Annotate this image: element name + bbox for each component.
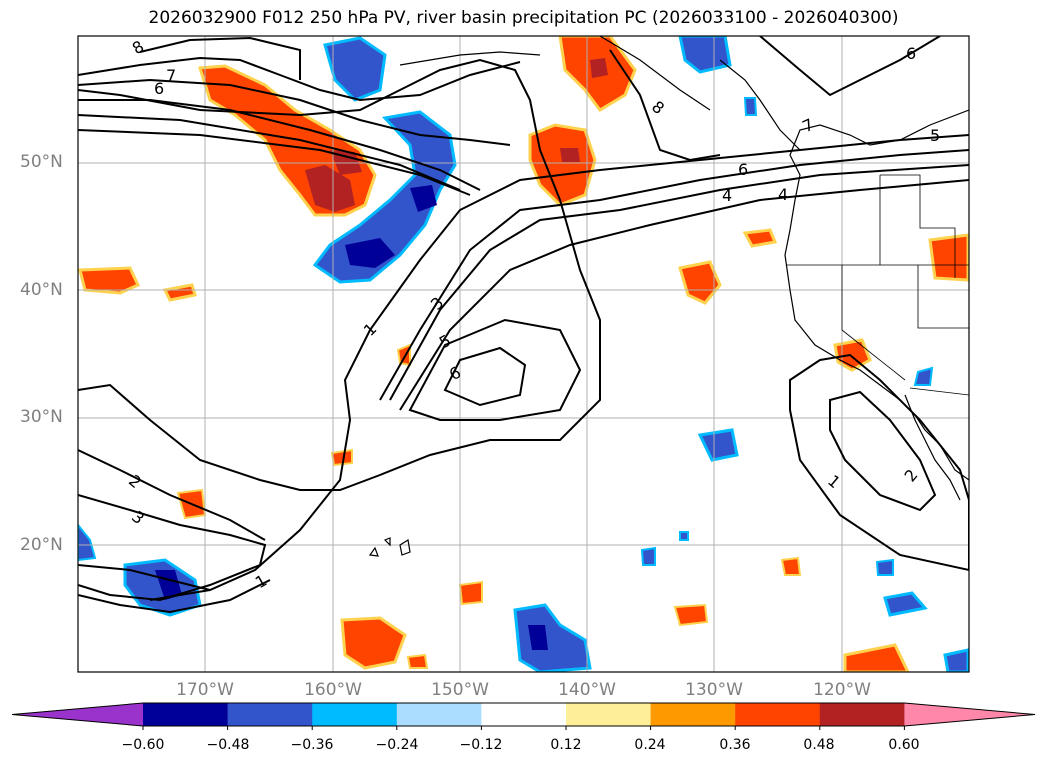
map-frame — [77, 35, 970, 673]
colorbar-tick-label: 0.60 — [888, 737, 920, 753]
precip-neg-blob-w-edge — [78, 523, 97, 562]
pv-contour-se-2 — [829, 390, 937, 512]
colorbar-tick-label: 0.48 — [803, 737, 835, 753]
pv-contours — [78, 36, 969, 614]
pv-contour-3 — [389, 164, 969, 401]
pv-contour-sw-lower — [78, 579, 271, 614]
colorbar-tick-label: −0.60 — [121, 737, 165, 753]
longitude-label: 150°W — [431, 680, 489, 700]
pv-contour-sw-2 — [78, 449, 266, 541]
pv-contour-5 — [408, 318, 582, 421]
colorbar — [11, 702, 1036, 730]
pv-label: 7 — [166, 66, 177, 85]
pv-contour-6 — [443, 346, 527, 407]
colorbar-tick-label: 0.12 — [550, 737, 582, 753]
precip-blob-socal — [833, 338, 872, 372]
precip-negative-shading — [78, 36, 969, 672]
precip-neg-core-central-2 — [410, 185, 437, 212]
pv-label: 4 — [722, 186, 733, 205]
colorbar-extend-high — [904, 703, 1035, 726]
precip-neg-blob-tiny-3 — [913, 366, 934, 386]
colorbar-tick-label: −0.36 — [290, 737, 334, 753]
precip-blob-oregon — [742, 228, 778, 248]
precip-neg-core-central — [345, 238, 395, 268]
pv-contour-sw-3 — [78, 494, 267, 602]
colorbar-tick-label: −0.12 — [459, 737, 503, 753]
precip-blob-w-pac — [78, 266, 141, 295]
longitude-label: 140°W — [558, 680, 616, 700]
precip-neg-blob-se-2 — [943, 648, 969, 672]
pv-contour-nw-1 — [78, 56, 521, 102]
colorbar-tick-label: 0.24 — [634, 737, 666, 753]
latitude-label: 40°N — [20, 280, 63, 300]
colorbar-tick-label: 0.36 — [719, 737, 751, 753]
pv-contour-n8 — [139, 36, 301, 80]
precip-blob-tiny-6 — [406, 653, 429, 669]
precip-neg-blob-central — [312, 110, 457, 284]
precip-blob-small-1 — [162, 283, 197, 302]
colorbar-segment — [566, 703, 652, 726]
pv-label: 6 — [738, 160, 749, 179]
pv-label: 4 — [778, 185, 789, 204]
colorbar-segment — [143, 703, 229, 726]
precip-positive-shading — [78, 36, 969, 672]
map-title: 2026032900 F012 250 hPa PV, river basin … — [148, 8, 899, 28]
pv-contour-nw-2 — [78, 78, 511, 146]
colorbar-tick-label: −0.24 — [375, 737, 419, 753]
precip-blob-nevada — [928, 233, 969, 282]
pv-contour-2 — [379, 149, 969, 401]
precip-blob-tiny-7 — [780, 556, 802, 576]
latitude-label: 50°N — [20, 152, 63, 172]
precip-core-gulf — [560, 148, 580, 162]
precip-neg-blob-nbc — [678, 36, 732, 74]
longitude-label: 170°W — [176, 680, 234, 700]
longitude-label: 120°W — [813, 680, 871, 700]
colorbar-segment — [481, 703, 567, 726]
precip-neg-blob-tiny-1 — [640, 546, 656, 566]
precip-neg-blob-mid-e — [697, 428, 739, 462]
pv-label: 6 — [154, 79, 165, 98]
precip-blob-tiny-4 — [458, 580, 483, 606]
colorbar-segment — [227, 703, 313, 726]
latitude-label: 30°N — [20, 407, 63, 427]
precip-blob-tiny-5 — [673, 603, 709, 627]
pv-contour-ne-8 — [609, 49, 721, 162]
colorbar-segment — [819, 703, 905, 726]
precip-core-bc — [590, 58, 608, 78]
precip-blob-gulf-alaska — [528, 123, 597, 207]
precip-neg-blob-s-central — [513, 603, 592, 672]
pv-contour-1-main — [149, 134, 969, 601]
precip-core-aleutian — [305, 165, 355, 212]
precip-neg-blob-north — [323, 36, 387, 102]
precip-blob-hawaii-s — [340, 616, 407, 670]
pv-contour-nw-3 — [78, 99, 481, 191]
pv-contour-se-1 — [789, 353, 969, 572]
precip-neg-blob-tiny-5 — [679, 531, 689, 541]
precip-neg-blob-tiny-4 — [743, 97, 758, 116]
colorbar-extend-low — [12, 703, 143, 726]
precip-blob-tiny-1 — [396, 343, 411, 367]
pv-contour-4 — [399, 179, 969, 411]
precip-neg-blob-se-1 — [883, 591, 928, 617]
pv-contour-outer-w — [78, 58, 601, 491]
pv-contour-ne-6 — [759, 36, 941, 97]
colorbar-segment — [312, 703, 398, 726]
pv-label: 6 — [906, 44, 917, 63]
political-borders — [787, 174, 969, 396]
precip-neg-core-s — [528, 625, 548, 650]
precip-blob-se-1 — [843, 643, 910, 672]
pv-contour-nw-5 — [78, 129, 471, 196]
colorbar-tick-label: −0.48 — [206, 737, 250, 753]
longitude-label: 130°W — [685, 680, 743, 700]
longitude-label: 160°W — [304, 680, 362, 700]
precip-neg-blob-tiny-2 — [875, 558, 894, 576]
colorbar-segment — [735, 703, 821, 726]
pv-label: 5 — [930, 126, 941, 145]
colorbar-segment — [396, 703, 482, 726]
pv-contour-nw-4 — [78, 114, 461, 191]
latitude-label: 20°N — [20, 535, 63, 555]
pv-contour-sw-outer — [78, 564, 211, 591]
colorbar-segment — [650, 703, 736, 726]
